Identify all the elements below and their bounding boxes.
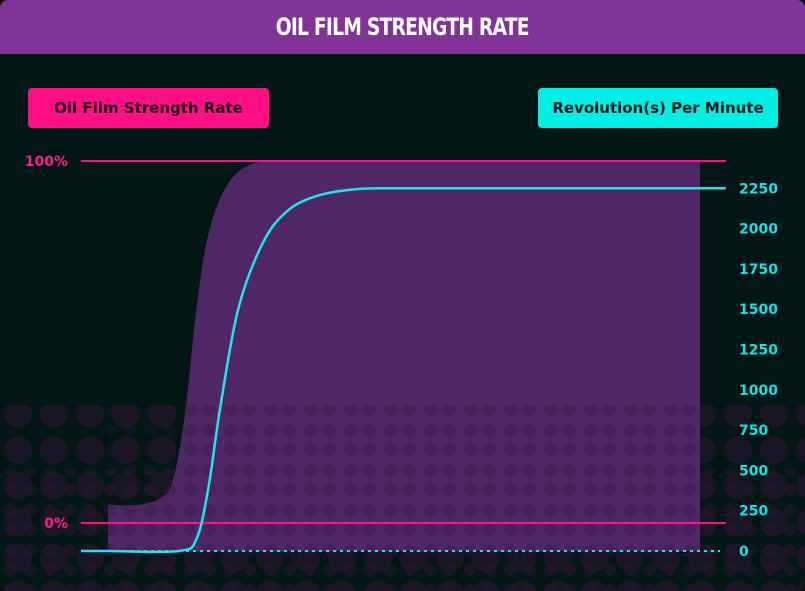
left-axis-ticks: 100% 0% — [25, 154, 68, 532]
right-tick-label: 2250 — [739, 181, 778, 197]
right-tick-label: 500 — [739, 463, 768, 479]
right-axis-ticks: 2250 2000 1750 1500 1250 1000 750 500 250 0 — [739, 181, 778, 560]
rpm-line — [81, 187, 727, 554]
legend-rpm: Revolution(s) Per Minute — [538, 88, 778, 128]
left-tick-label: 100% — [25, 154, 68, 170]
right-tick-label: 0 — [739, 544, 749, 560]
right-tick-label: 1750 — [739, 262, 778, 278]
right-tick-label: 1500 — [739, 302, 778, 318]
right-tick-label: 250 — [739, 504, 768, 520]
area-texture — [108, 405, 700, 551]
legend-oil-film-strength: Oil Film Strength Rate — [28, 88, 269, 128]
legend-left-label: Oil Film Strength Rate — [54, 99, 243, 117]
legend-right-label: Revolution(s) Per Minute — [552, 99, 764, 117]
title-bar: OIL FILM STRENGTH RATE — [0, 0, 805, 54]
left-tick-label: 0% — [44, 516, 68, 532]
right-tick-label: 750 — [739, 423, 768, 439]
right-tick-label: 2000 — [739, 222, 778, 238]
chart-title: OIL FILM STRENGTH RATE — [275, 13, 530, 41]
right-tick-label: 1000 — [739, 383, 778, 399]
right-tick-label: 1250 — [739, 343, 778, 359]
